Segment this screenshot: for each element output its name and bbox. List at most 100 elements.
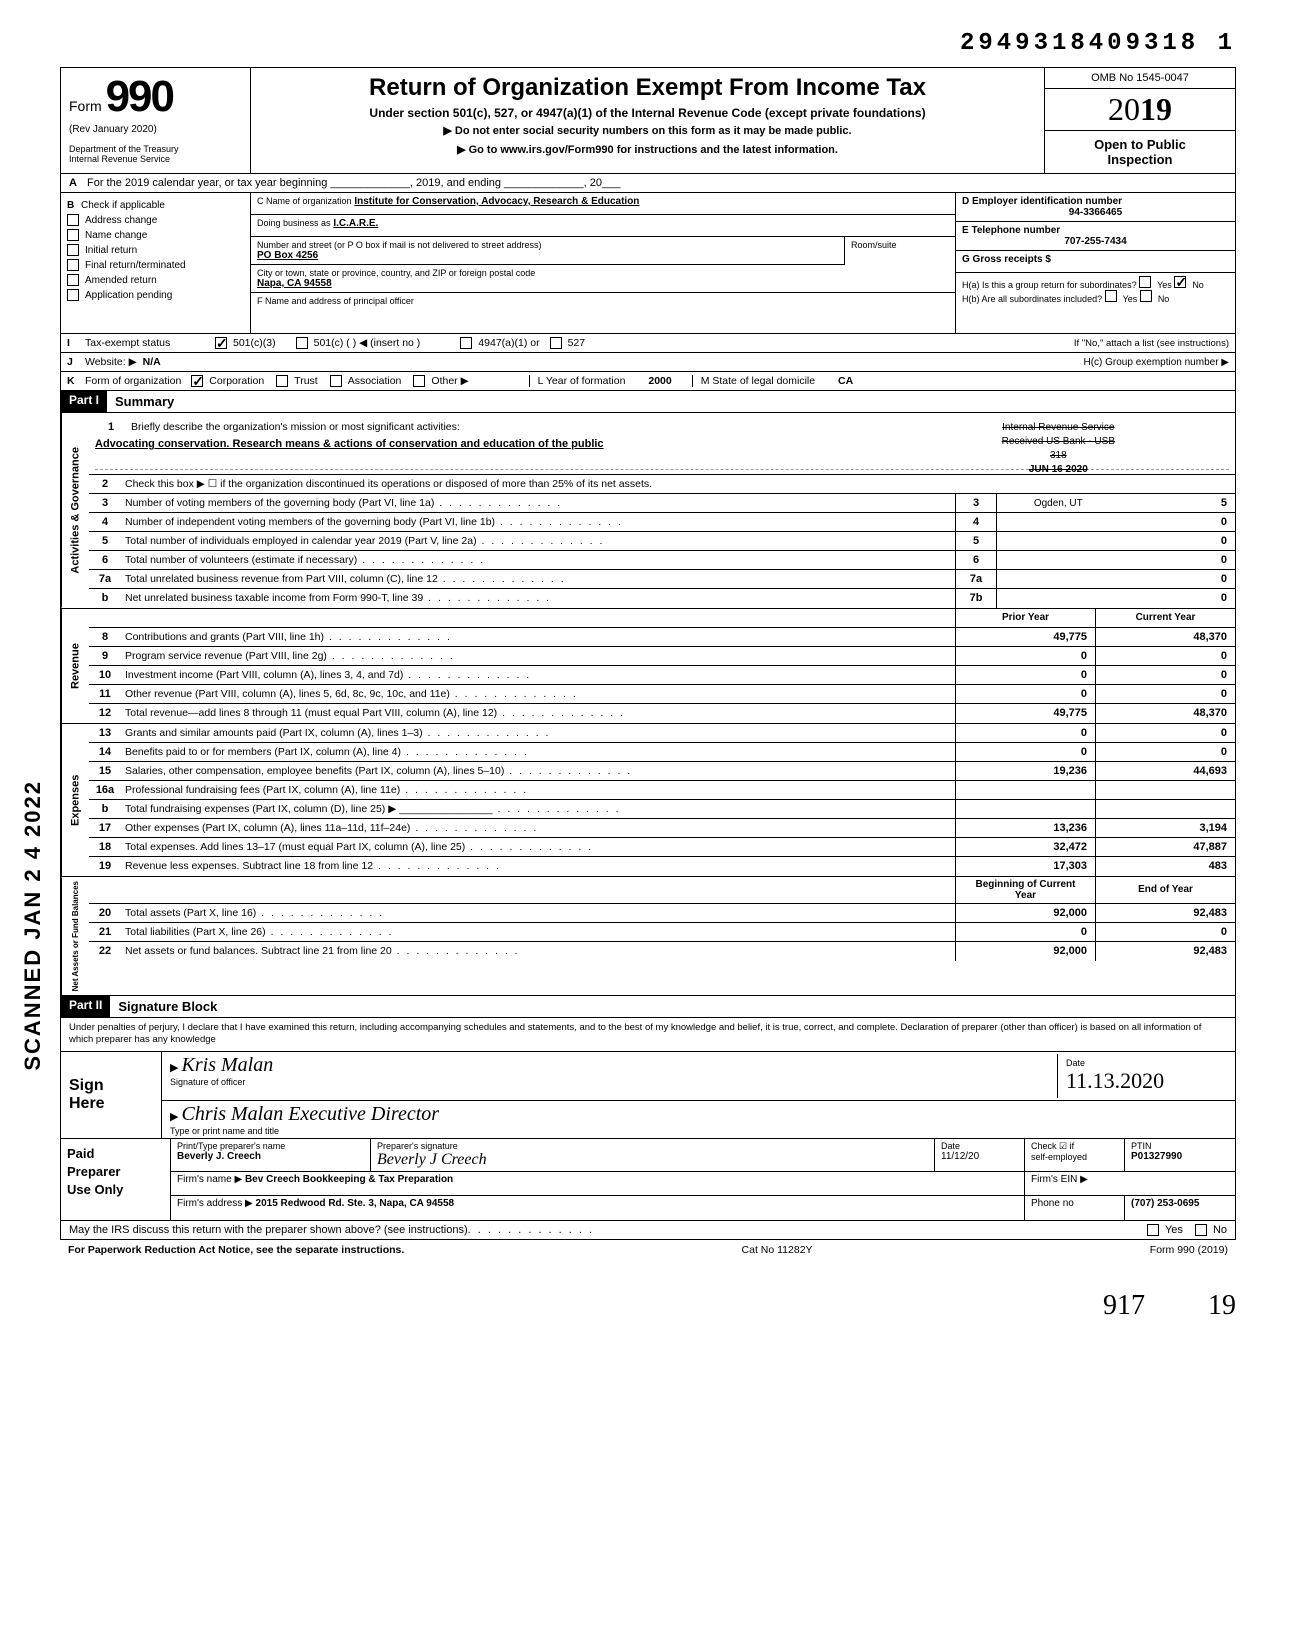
current-val <box>1095 800 1235 818</box>
hb-yes[interactable] <box>1105 290 1117 302</box>
state: CA <box>838 375 853 387</box>
hb-note: If "No," attach a list (see instructions… <box>1074 338 1229 349</box>
phone: 707-255-7434 <box>962 236 1229 247</box>
check-label: Address change <box>85 215 157 226</box>
row-a: AFor the 2019 calendar year, or tax year… <box>60 174 1236 193</box>
current-val: 48,370 <box>1095 628 1235 646</box>
hb-no-label: No <box>1158 294 1170 304</box>
4947-check[interactable] <box>460 337 472 349</box>
ha: H(a) Is this a group return for subordin… <box>962 280 1137 290</box>
check-application-pending[interactable] <box>67 289 79 301</box>
footer-right: Form 990 (2019) <box>1150 1244 1228 1256</box>
department: Department of the Treasury Internal Reve… <box>69 145 242 165</box>
hc: H(c) Group exemption number ▶ <box>1083 357 1229 368</box>
stamp-date: JUN 16 2020 <box>1002 463 1115 477</box>
line-desc: Net unrelated business taxable income fr… <box>121 590 955 606</box>
check-amended-return[interactable] <box>67 274 79 286</box>
website: N/A <box>143 356 161 368</box>
line-desc: Contributions and grants (Part VIII, lin… <box>121 629 955 645</box>
revision: (Rev January 2020) <box>69 124 242 135</box>
footer-left: For Paperwork Reduction Act Notice, see … <box>68 1244 404 1256</box>
discuss-yes[interactable] <box>1147 1224 1159 1236</box>
line-desc: Program service revenue (Part VIII, line… <box>121 648 955 664</box>
row-a-text: For the 2019 calendar year, or tax year … <box>87 177 620 189</box>
firm: Bev Creech Bookkeeping & Tax Preparation <box>245 1174 453 1185</box>
prior-val: 0 <box>955 923 1095 941</box>
trust-check[interactable] <box>276 375 288 387</box>
check-label: Amended return <box>85 275 157 286</box>
expenses-section: Expenses 13Grants and similar amounts pa… <box>60 724 1236 877</box>
other-check[interactable] <box>413 375 425 387</box>
prep-sig: Beverly J Creech <box>377 1151 487 1168</box>
line-desc: Salaries, other compensation, employee b… <box>121 763 955 779</box>
line-box: 6 <box>955 551 997 569</box>
prior-val: 17,303 <box>955 857 1095 876</box>
line-desc: Total fundraising expenses (Part IX, col… <box>121 801 955 817</box>
line-box: 5 <box>955 532 997 550</box>
527-check[interactable] <box>550 337 562 349</box>
check-address-change[interactable] <box>67 214 79 226</box>
current-val: 48,370 <box>1095 704 1235 723</box>
arrow1: ▶ Do not enter social security numbers o… <box>261 124 1034 139</box>
check-label: Initial return <box>85 245 137 256</box>
officer-name: Chris Malan Executive Director <box>182 1103 440 1125</box>
subtitle: Under section 501(c), 527, or 4947(a)(1)… <box>261 106 1034 120</box>
line-val: 0 <box>997 551 1235 569</box>
sign-here: Sign Here <box>61 1052 161 1138</box>
revenue-section: Revenue Prior YearCurrent Year 8Contribu… <box>60 609 1236 724</box>
year-formation-label: L Year of formation <box>538 375 626 387</box>
form-label: Form <box>69 98 102 114</box>
check-applicable: Check if applicable <box>81 200 165 211</box>
current-val: 44,693 <box>1095 762 1235 780</box>
check-final-return-terminated[interactable] <box>67 259 79 271</box>
prep-h1: Print/Type preparer's name <box>177 1141 364 1151</box>
prior-val: 92,000 <box>955 942 1095 961</box>
form-number: 990 <box>106 72 173 121</box>
501c: 501(c) ( ) ◀ (insert no ) <box>314 337 421 349</box>
prior-val <box>955 781 1095 799</box>
firm-phone: (707) 253-0695 <box>1131 1198 1199 1209</box>
current-year: Current Year <box>1095 609 1235 627</box>
line-desc: Total number of individuals employed in … <box>121 533 955 549</box>
prior-val <box>955 800 1095 818</box>
check-name-change[interactable] <box>67 229 79 241</box>
discuss-no[interactable] <box>1195 1224 1207 1236</box>
501c-check[interactable] <box>296 337 308 349</box>
officer-signature: Kris Malan <box>182 1054 274 1076</box>
tax-year: 2019 <box>1045 89 1235 131</box>
current-val: 483 <box>1095 857 1235 876</box>
hand-page2: 19 <box>1208 1290 1236 1321</box>
line-desc: Total liabilities (Part X, line 26) <box>121 924 955 940</box>
line-desc: Total unrelated business revenue from Pa… <box>121 571 955 587</box>
website-label: Website: ▶ <box>85 356 137 368</box>
ha-yes[interactable] <box>1139 276 1151 288</box>
discuss-yes-label: Yes <box>1165 1224 1183 1236</box>
org-name: Institute for Conservation, Advocacy, Re… <box>354 196 639 207</box>
501c3-check[interactable] <box>215 337 227 349</box>
stamp-rec: Received US Bank - USB <box>1002 435 1115 449</box>
omb: OMB No 1545-0047 <box>1045 68 1235 89</box>
discuss: May the IRS discuss this return with the… <box>69 1224 468 1236</box>
corp-check[interactable] <box>191 375 203 387</box>
hb-no[interactable] <box>1140 290 1152 302</box>
street-label: Number and street (or P O box if mail is… <box>257 240 838 250</box>
line-desc: Other revenue (Part VIII, column (A), li… <box>121 686 955 702</box>
line-desc: Number of independent voting members of … <box>121 514 955 530</box>
current-val: 0 <box>1095 724 1235 742</box>
ha-no[interactable] <box>1174 276 1186 288</box>
check-label: Name change <box>85 230 147 241</box>
line-desc: Total assets (Part X, line 16) <box>121 905 955 921</box>
year-formation: 2000 <box>648 375 671 387</box>
line-desc: Professional fundraising fees (Part IX, … <box>121 782 955 798</box>
city: Napa, CA 94558 <box>257 278 949 289</box>
page-stamp: 2949318409318 1 <box>60 30 1236 57</box>
current-val: 92,483 <box>1095 942 1235 961</box>
part1-title: Summary <box>107 391 1235 412</box>
side-gov: Activities & Governance <box>61 413 89 608</box>
assoc-check[interactable] <box>330 375 342 387</box>
line-desc: Investment income (Part VIII, column (A)… <box>121 667 955 683</box>
line-val: 0 <box>997 589 1235 608</box>
line-desc: Benefits paid to or for members (Part IX… <box>121 744 955 760</box>
prep-ptin: P01327990 <box>1131 1151 1182 1162</box>
check-initial-return[interactable] <box>67 244 79 256</box>
